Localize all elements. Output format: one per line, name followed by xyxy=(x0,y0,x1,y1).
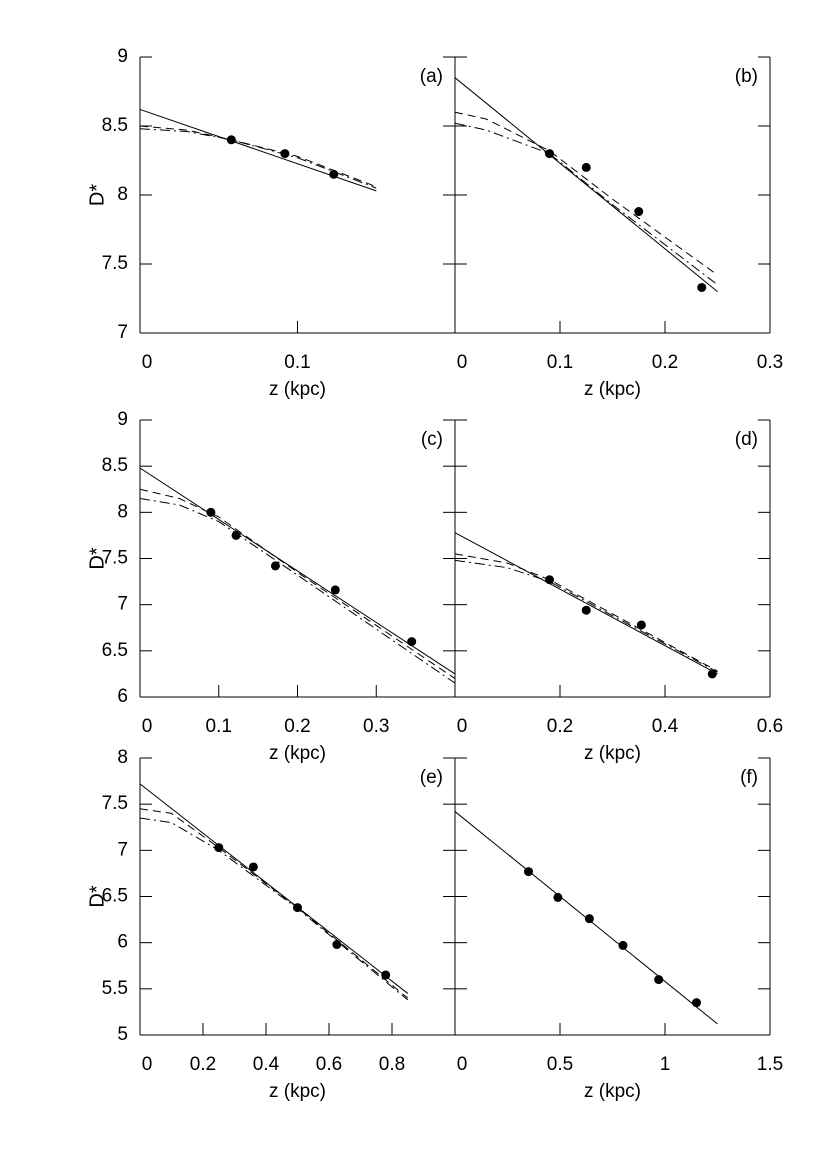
y-tick-label: 5 xyxy=(117,1024,128,1045)
data-point xyxy=(581,162,591,172)
x-tick-label: 0.3 xyxy=(757,352,783,373)
fit-curve xyxy=(139,808,409,999)
data-point xyxy=(584,914,594,924)
panel-label: (d) xyxy=(735,429,758,450)
data-point xyxy=(618,940,628,950)
panel-label: (b) xyxy=(735,66,758,87)
y-tick-label: 7.5 xyxy=(102,793,128,814)
fit-curve xyxy=(454,532,718,675)
data-point xyxy=(407,637,417,647)
y-tick-label: 7 xyxy=(117,322,128,343)
x-axis-label: z (kpc) xyxy=(584,743,641,764)
x-tick-label: 0.2 xyxy=(652,352,678,373)
y-axis-label: D* xyxy=(86,885,108,907)
x-tick-label: 1.5 xyxy=(757,1054,783,1075)
y-tick-label: 7 xyxy=(117,594,128,615)
x-tick-label: 0 xyxy=(142,716,153,737)
fit-curve xyxy=(139,497,456,684)
fit-curve xyxy=(454,559,718,673)
x-tick-label: 0.2 xyxy=(547,716,573,737)
x-tick-label: 0 xyxy=(457,716,468,737)
x-axis-label: z (kpc) xyxy=(269,379,326,400)
fit-curve xyxy=(454,811,718,1025)
x-tick-label: 0 xyxy=(457,1054,468,1075)
fit-curve xyxy=(139,108,377,192)
fit-curve xyxy=(139,817,409,1001)
x-tick-label: 0.2 xyxy=(190,1054,216,1075)
panel-label: (c) xyxy=(421,429,443,450)
x-tick-label: 1 xyxy=(660,1054,671,1075)
x-tick-label: 0.2 xyxy=(284,716,310,737)
y-tick-label: 5.5 xyxy=(102,978,128,999)
x-tick-label: 0.1 xyxy=(284,352,310,373)
y-tick-label: 8 xyxy=(117,501,128,522)
fit-curve xyxy=(139,467,456,675)
y-tick-label: 7.5 xyxy=(102,548,128,569)
y-tick-label: 6 xyxy=(117,932,128,953)
y-tick-label: 6.5 xyxy=(102,640,128,661)
x-tick-label: 0 xyxy=(142,352,153,373)
y-tick-label: 8 xyxy=(117,184,128,205)
x-tick-label: 0.3 xyxy=(363,716,389,737)
x-tick-label: 0.5 xyxy=(547,1054,573,1075)
data-point xyxy=(206,507,216,517)
x-axis-label: z (kpc) xyxy=(269,743,326,764)
data-point xyxy=(707,669,717,679)
x-tick-label: 0.6 xyxy=(316,1054,342,1075)
fit-curve xyxy=(454,553,718,672)
y-tick-label: 7 xyxy=(117,839,128,860)
x-axis-label: z (kpc) xyxy=(269,1081,326,1102)
fit-curve xyxy=(139,488,456,679)
data-point xyxy=(581,605,591,615)
panel-label: (f) xyxy=(740,767,758,788)
x-tick-label: 0.8 xyxy=(379,1054,405,1075)
x-tick-label: 0.6 xyxy=(757,716,783,737)
y-tick-label: 8.5 xyxy=(102,115,128,136)
x-axis-label: z (kpc) xyxy=(584,1081,641,1102)
x-tick-label: 0.1 xyxy=(206,716,232,737)
data-point xyxy=(697,282,707,292)
fit-curve xyxy=(139,125,377,188)
y-axis-label: D* xyxy=(86,184,108,206)
data-point xyxy=(248,862,258,872)
panel-label: (e) xyxy=(420,767,443,788)
data-point xyxy=(654,975,664,985)
x-tick-label: 0 xyxy=(142,1054,153,1075)
data-point xyxy=(330,585,340,595)
y-tick-label: 7.5 xyxy=(102,253,128,274)
x-tick-label: 0.1 xyxy=(547,352,573,373)
y-axis-label: D* xyxy=(86,547,108,569)
fit-curve xyxy=(454,111,718,276)
fit-curve xyxy=(454,77,718,292)
data-point xyxy=(553,892,563,902)
x-tick-label: 0.4 xyxy=(652,716,679,737)
fit-curve xyxy=(454,122,718,286)
x-tick-label: 0 xyxy=(457,352,468,373)
fit-curve xyxy=(139,128,377,189)
data-point xyxy=(381,970,391,980)
x-axis-label: z (kpc) xyxy=(584,379,641,400)
y-tick-label: 9 xyxy=(117,46,128,67)
y-tick-label: 6.5 xyxy=(102,886,128,907)
y-tick-label: 8 xyxy=(117,747,128,768)
y-tick-label: 9 xyxy=(117,409,128,430)
x-tick-label: 0.4 xyxy=(253,1054,280,1075)
fit-curve xyxy=(139,783,409,994)
data-point xyxy=(270,561,280,571)
data-point xyxy=(231,530,241,540)
data-point xyxy=(332,940,342,950)
y-tick-label: 6 xyxy=(117,686,128,707)
data-point xyxy=(636,620,646,630)
panel-label: (a) xyxy=(420,66,443,87)
data-point xyxy=(634,207,644,217)
data-point xyxy=(692,998,701,1008)
y-tick-label: 8.5 xyxy=(102,455,128,476)
